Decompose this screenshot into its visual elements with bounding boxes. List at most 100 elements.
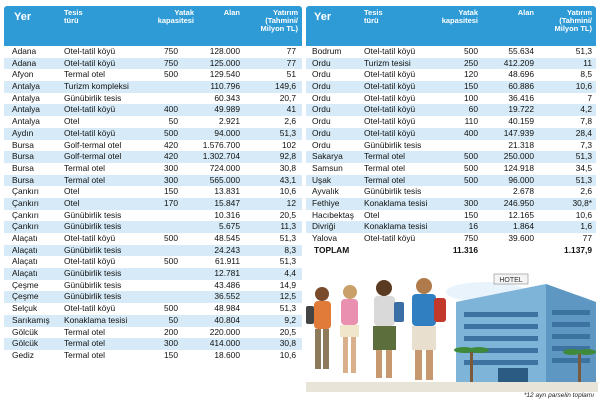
cell-investment: 20,5	[279, 209, 296, 220]
cell-area: 15.847	[214, 197, 240, 208]
col-region: Yer	[314, 11, 332, 23]
cell-investment: 149,6	[275, 81, 296, 92]
cell-area: 36.416	[508, 92, 534, 103]
cell-area: 414.000	[209, 338, 240, 349]
cell-type: Otel-tatil köyü	[64, 127, 116, 138]
cell-area: 1.864	[513, 221, 534, 232]
cell-region: Bursa	[12, 151, 34, 162]
col-investment: Yatırım (Tahmini/ Milyon TL)	[554, 8, 593, 33]
cell-type: Otel-tatil köyü	[364, 104, 416, 115]
cell-area: 13.831	[214, 186, 240, 197]
table-row: Divriği Konaklama tesisi 16 1.864 1,6	[306, 221, 596, 233]
cell-area: 40.159	[508, 116, 534, 127]
cell-investment: 51	[286, 69, 296, 80]
cell-area: 220.000	[209, 326, 240, 337]
cell-type: Günübirlik tesis	[64, 209, 122, 220]
table-row: Hacıbektaş Otel 150 12.165 10,6	[306, 210, 596, 222]
cell-region: Ordu	[312, 104, 331, 115]
cell-area: 147.939	[503, 127, 534, 138]
cell-type: Termal otel	[364, 174, 405, 185]
col-beds: Yatak kapasitesi	[441, 8, 478, 25]
cell-beds: 750	[164, 46, 178, 56]
cell-region: Selçuk	[12, 303, 38, 314]
table-row: Afyon Termal otel 500 129.540 51	[4, 69, 302, 81]
right-table-header: Yer Tesis türü Yatak kapasitesi Alan Yat…	[306, 6, 596, 46]
cell-area: 124.918	[503, 162, 534, 173]
cell-region: Ordu	[312, 81, 331, 92]
table-row: Ordu Otel-tatil köyü 60 19.722 4,2	[306, 104, 596, 117]
cell-beds: 300	[164, 174, 178, 185]
right-table: Yer Tesis türü Yatak kapasitesi Alan Yat…	[306, 6, 596, 256]
cell-region: Ordu	[312, 127, 331, 138]
table-row: Bodrum Otel-tatil köyü 500 55.634 51,3	[306, 46, 596, 58]
cell-investment: 77	[286, 57, 296, 68]
table-row: Sarıkamış Konaklama tesisi 50 40.804 9,2	[4, 314, 302, 327]
table-row: Ordu Turizm tesisi 250 412.209 11	[306, 57, 596, 70]
cell-region: Bursa	[12, 139, 34, 150]
cell-type: Otel-tatil köyü	[364, 233, 416, 243]
cell-investment: 51,3	[575, 174, 592, 185]
cell-investment: 10,6	[279, 349, 296, 360]
cell-region: Ordu	[312, 92, 331, 103]
total-label: TOPLAM	[314, 244, 350, 255]
cell-area: 39.600	[508, 233, 534, 243]
cell-investment: 20,7	[279, 92, 296, 103]
table-row: Sakarya Termal otel 500 250.000 51,3	[306, 151, 596, 163]
cell-region: Samsun	[312, 162, 343, 173]
cell-beds: 300	[464, 197, 478, 208]
cell-region: Bursa	[12, 162, 34, 173]
cell-type: Otel-tatil köyü	[364, 81, 416, 92]
cell-beds: 150	[464, 81, 478, 92]
cell-investment: 7	[587, 92, 592, 103]
table-row: Selçuk Otel-tatil köyü 500 48.984 51,3	[4, 303, 302, 315]
col-type: Tesis türü	[64, 8, 83, 25]
cell-investment: 11,3	[280, 221, 296, 232]
cell-region: Alaçatı	[12, 268, 38, 279]
cell-type: Turizm tesisi	[364, 57, 411, 68]
cell-investment: 14,9	[279, 279, 296, 290]
cell-beds: 150	[464, 209, 478, 220]
cell-type: Termal otel	[64, 349, 105, 360]
cell-beds: 400	[464, 127, 478, 138]
cell-investment: 2,6	[284, 116, 296, 127]
cell-region: Aydın	[12, 127, 34, 138]
cell-beds: 500	[164, 69, 178, 80]
cell-investment: 30,8	[279, 162, 296, 173]
cell-area: 96.000	[508, 174, 534, 185]
cell-region: Çeşme	[12, 291, 39, 302]
table-row: Alaçatı Günübirlik tesis 12.781 4,4	[4, 268, 302, 280]
total-investment: 1.137,9	[564, 244, 592, 255]
cell-type: Günübirlik tesis	[64, 221, 122, 232]
cell-area: 1.302.704	[202, 151, 240, 162]
cell-type: Otel	[64, 116, 80, 127]
cell-type: Otel-tatil köyü	[64, 46, 116, 56]
cell-investment: 20,5	[279, 326, 296, 337]
col-beds: Yatak kapasitesi	[157, 8, 194, 25]
cell-beds: 500	[164, 256, 178, 267]
cell-region: Sarıkamış	[12, 314, 50, 325]
table-row: Çankırı Otel 150 13.831 10,6	[4, 186, 302, 198]
cell-type: Otel-tatil köyü	[64, 233, 116, 243]
cell-type: Otel-tatil köyü	[364, 127, 416, 138]
cell-area: 48.545	[214, 233, 240, 243]
cell-area: 40.804	[214, 314, 240, 325]
cell-region: Alaçatı	[12, 256, 38, 267]
cell-type: Golf-termal otel	[64, 139, 122, 150]
table-row: Çeşme Günübirlik tesis 36.552 12,5	[4, 291, 302, 304]
cell-type: Günübirlik tesis	[64, 268, 122, 279]
cell-beds: 500	[464, 174, 478, 185]
cell-investment: 4,2	[580, 104, 592, 115]
col-type: Tesis türü	[364, 8, 383, 25]
cell-beds: 750	[164, 57, 178, 68]
table-row: Gölcük Termal otel 300 414.000 30,8	[4, 338, 302, 350]
cell-type: Termal otel	[364, 151, 405, 162]
cell-region: Gölcük	[12, 326, 39, 337]
table-row: Çeşme Günübirlik tesis 43.486 14,9	[4, 280, 302, 292]
cell-region: Hacıbektaş	[312, 209, 354, 220]
cell-area: 12.781	[214, 268, 240, 279]
cell-area: 24.243	[214, 244, 240, 255]
cell-region: Ayvalık	[312, 186, 339, 197]
cell-area: 49.989	[214, 104, 240, 115]
cell-area: 60.886	[508, 81, 534, 92]
cell-investment: 12	[286, 197, 296, 208]
